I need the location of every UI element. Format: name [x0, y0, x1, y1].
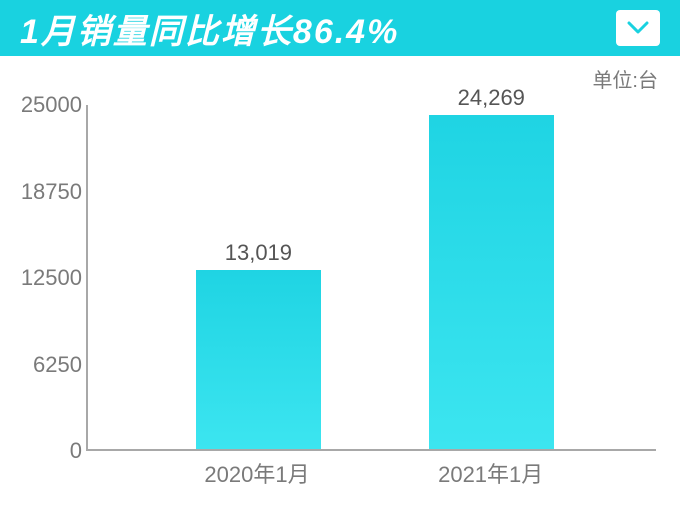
y-tick-label: 18750: [21, 179, 82, 205]
y-tick-label: 12500: [21, 265, 82, 291]
dropdown-button[interactable]: [616, 10, 660, 46]
bar-chart: 0 6250 12500 18750 25000 13,019 24,269 2020年1…: [0, 93, 680, 493]
y-tick-label: 0: [70, 438, 82, 464]
x-tick-label: 2020年1月: [204, 457, 309, 489]
y-tick-label: 6250: [33, 352, 82, 378]
bar-value-label: 13,019: [196, 240, 321, 266]
bar: 13,019: [196, 270, 321, 449]
x-tick-label: 2021年1月: [438, 457, 543, 489]
plot-area: 13,019 24,269: [86, 105, 656, 451]
unit-label: 单位:台: [0, 56, 680, 93]
y-tick-label: 25000: [21, 92, 82, 118]
chevron-down-icon: [627, 21, 649, 35]
bar-value-label: 24,269: [429, 85, 554, 111]
y-axis: 0 6250 12500 18750 25000: [0, 93, 86, 493]
bar: 24,269: [429, 115, 554, 449]
header-bar: 1月销量同比增长86.4%: [0, 0, 680, 56]
x-axis-labels: 2020年1月2021年1月: [86, 457, 656, 485]
page-title: 1月销量同比增长86.4%: [20, 4, 399, 53]
